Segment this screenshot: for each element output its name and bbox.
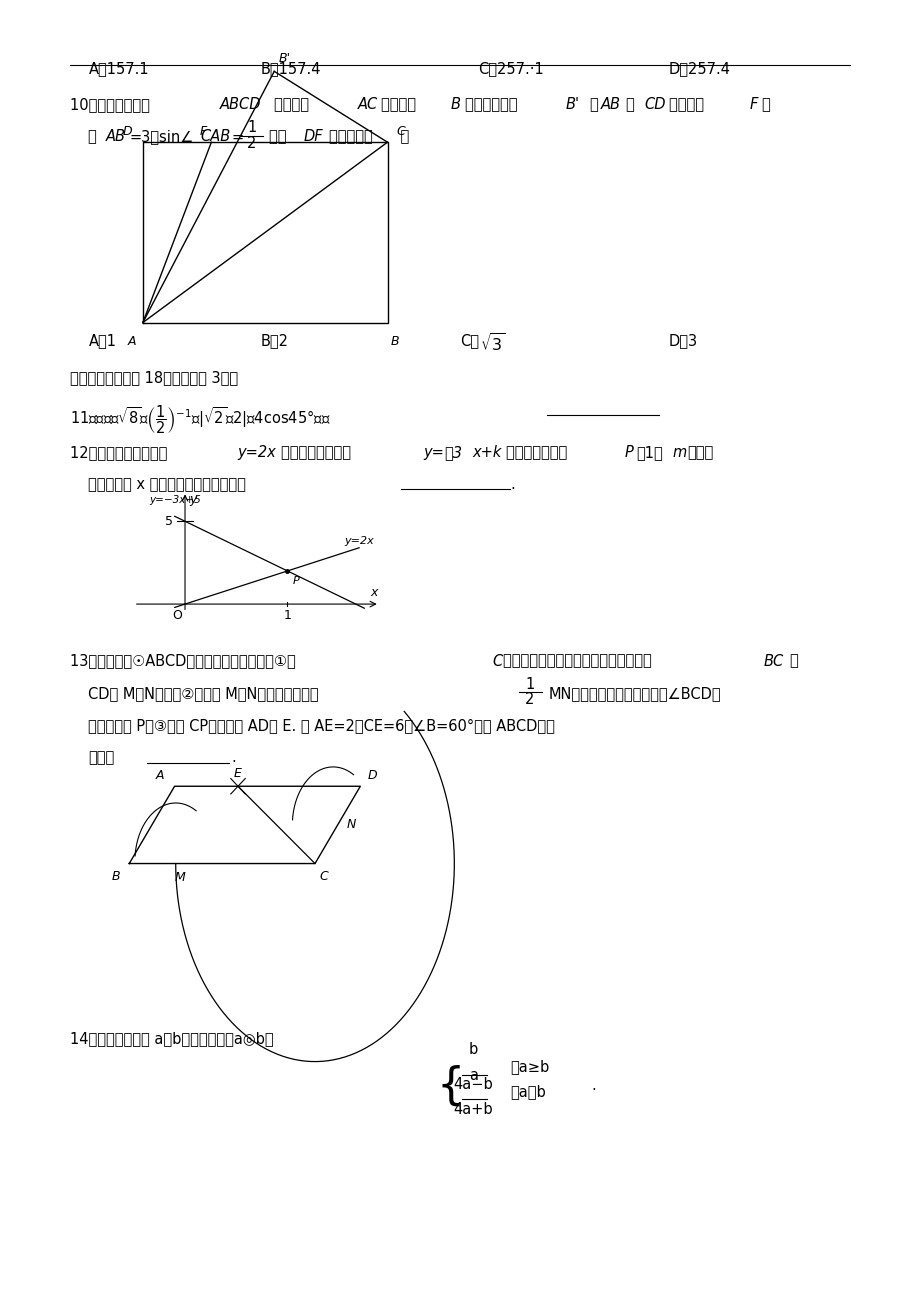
- Text: A: A: [155, 769, 164, 783]
- Text: D: D: [122, 125, 131, 138]
- Text: 14．对于任意实数 a，b，我们规定：a◎b＝: 14．对于任意实数 a，b，我们规定：a◎b＝: [70, 1031, 274, 1046]
- Text: P: P: [624, 445, 633, 460]
- Text: ，: ，: [789, 654, 797, 668]
- Text: 与: 与: [625, 98, 639, 112]
- Text: $\sqrt{3}$: $\sqrt{3}$: [480, 333, 505, 355]
- Text: x: x: [370, 586, 378, 599]
- Text: .: .: [591, 1078, 596, 1094]
- Text: 的对应点为点: 的对应点为点: [465, 98, 522, 112]
- Text: 若: 若: [88, 129, 102, 145]
- Text: 12．如图，正比例函数: 12．如图，正比例函数: [70, 445, 172, 460]
- Text: C: C: [319, 870, 328, 883]
- Text: 为圆心，以适当长为半径画弧，分别交: 为圆心，以适当长为半径画弧，分别交: [503, 654, 656, 668]
- Text: y=2x: y=2x: [237, 445, 276, 460]
- Text: 的长度是（      ）: 的长度是（ ）: [328, 129, 408, 145]
- Text: N: N: [346, 819, 356, 832]
- Text: x+k: x+k: [472, 445, 502, 460]
- Text: B: B: [390, 336, 399, 349]
- Text: CD: CD: [643, 98, 664, 112]
- Text: 折叠，点: 折叠，点: [380, 98, 420, 112]
- Text: ，: ，: [589, 98, 597, 112]
- Text: 长等于: 长等于: [88, 750, 115, 766]
- Text: C．: C．: [460, 333, 479, 348]
- Text: 2: 2: [525, 693, 534, 707]
- Text: C: C: [492, 654, 503, 668]
- Text: 4a−b: 4a−b: [453, 1077, 493, 1092]
- Text: A: A: [128, 336, 136, 349]
- Text: ，a＜b: ，a＜b: [509, 1085, 545, 1099]
- Text: 两条直线与 x 轴围成的三角形的面积为: 两条直线与 x 轴围成的三角形的面积为: [88, 477, 246, 492]
- Text: 沿对角线: 沿对角线: [274, 98, 313, 112]
- Text: 1: 1: [283, 609, 291, 622]
- Text: 11．计算：$\sqrt{8}$＋$\left(\dfrac{1}{2}\right)^{-1}$－$|\sqrt{2}$－2|－4cos45°　＝: 11．计算：$\sqrt{8}$＋$\left(\dfrac{1}{2}\rig…: [70, 404, 331, 436]
- Text: C: C: [396, 125, 405, 138]
- Text: C．257.·1: C．257.·1: [478, 61, 543, 76]
- Text: 1: 1: [525, 677, 534, 691]
- Text: 相交于点: 相交于点: [669, 98, 709, 112]
- Text: B．157.4: B．157.4: [260, 61, 321, 76]
- Text: AB: AB: [106, 129, 126, 145]
- Text: 内部交于点 P；③连接 CP并延长交 AD于 E. 若 AE=2，CE=6，∠B=60°，则 ABCD的周: 内部交于点 P；③连接 CP并延长交 AD于 E. 若 AE=2，CE=6，∠B…: [88, 717, 555, 733]
- Text: 13．如图，在☉ABCD中，按以下步骤作图：①以: 13．如图，在☉ABCD中，按以下步骤作图：①以: [70, 654, 301, 668]
- Text: 的图象与一次函数: 的图象与一次函数: [280, 445, 355, 460]
- Text: O: O: [172, 609, 182, 622]
- Text: 5: 5: [165, 514, 173, 527]
- Text: y=−3x+5: y=−3x+5: [149, 495, 200, 505]
- Text: y=: y=: [424, 445, 444, 460]
- Text: A．1: A．1: [88, 333, 117, 348]
- Text: MN的长为半径画弧，两弧在∠BCD的: MN的长为半径画弧，两弧在∠BCD的: [549, 686, 720, 700]
- Text: m: m: [672, 445, 686, 460]
- Text: AC: AC: [357, 98, 378, 112]
- Text: B': B': [278, 52, 290, 65]
- Text: ，: ，: [761, 98, 769, 112]
- Text: B': B': [565, 98, 579, 112]
- Text: 2: 2: [246, 135, 256, 151]
- Text: D: D: [368, 769, 377, 783]
- Text: BC: BC: [763, 654, 783, 668]
- Text: y=2x: y=2x: [344, 536, 373, 546]
- Text: ，则: ，则: [268, 129, 290, 145]
- Text: 4a+b: 4a+b: [453, 1101, 493, 1117]
- Text: M: M: [175, 871, 186, 884]
- Text: （1，: （1，: [636, 445, 663, 460]
- Text: A．157.1: A．157.1: [88, 61, 149, 76]
- Text: B．2: B．2: [260, 333, 289, 348]
- Text: {: {: [437, 1064, 465, 1107]
- Text: D．257.4: D．257.4: [668, 61, 730, 76]
- Text: 的图象相交于点: 的图象相交于点: [505, 445, 572, 460]
- Text: B: B: [450, 98, 460, 112]
- Text: AB: AB: [600, 98, 619, 112]
- Text: 二．填空题（满分 18分，每小题 3分）: 二．填空题（满分 18分，每小题 3分）: [70, 370, 238, 385]
- Text: F: F: [199, 125, 207, 138]
- Text: ，a≥b: ，a≥b: [509, 1060, 549, 1074]
- Text: .: .: [232, 750, 236, 766]
- Text: CD于 M，N两点；②分别以 M，N为圆心，以大于: CD于 M，N两点；②分别以 M，N为圆心，以大于: [88, 686, 319, 700]
- Text: 1: 1: [246, 120, 255, 135]
- Text: ），则: ），则: [686, 445, 713, 460]
- Text: D．3: D．3: [668, 333, 697, 348]
- Text: CAB: CAB: [199, 129, 230, 145]
- Text: .: .: [510, 477, 515, 492]
- Text: ABCD: ABCD: [220, 98, 261, 112]
- Text: 10．如图，将矩形: 10．如图，将矩形: [70, 98, 154, 112]
- Text: a: a: [469, 1068, 478, 1082]
- Text: =: =: [232, 129, 244, 145]
- Text: F: F: [749, 98, 757, 112]
- Text: －3: －3: [444, 445, 462, 460]
- Text: y: y: [189, 493, 197, 506]
- Text: DF: DF: [303, 129, 323, 145]
- Text: P: P: [292, 575, 299, 586]
- Text: B: B: [111, 870, 120, 883]
- Text: b: b: [469, 1042, 478, 1057]
- Text: =3，sin∠: =3，sin∠: [130, 129, 193, 145]
- Text: E: E: [233, 767, 242, 780]
